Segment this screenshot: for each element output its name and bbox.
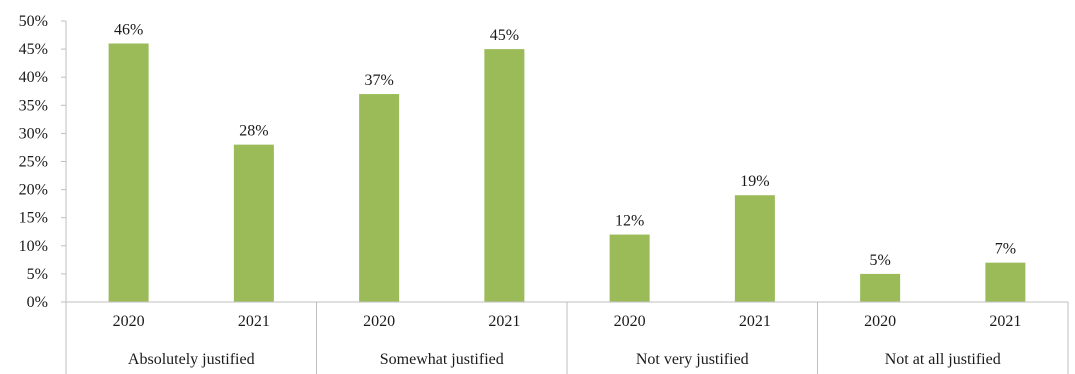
y-tick-label: 5% [27, 266, 48, 283]
bar [860, 273, 901, 302]
bar-value-label: 28% [239, 123, 268, 140]
data-labels: 46% 28% 37% 45% 12% 19% 5% 7% [114, 21, 1016, 268]
y-tick-label: 35% [19, 97, 48, 114]
y-tick-label: 45% [19, 41, 48, 58]
y-tick-label: 30% [19, 125, 48, 142]
bar [233, 144, 274, 302]
y-tick-label: 15% [19, 210, 48, 227]
y-tick-label: 25% [19, 154, 48, 171]
x-axis: 2020 2021 Absolutely justified 2020 2021 Some… [65, 301, 1069, 374]
bar-value-label: 19% [740, 173, 769, 190]
x-year-label: 2021 [488, 313, 520, 330]
y-tick-label: 50% [19, 13, 48, 30]
y-axis: 0% 5% 10% 15% 20% 25% 30% 35% 40% 45% 50% [19, 13, 67, 311]
bar-value-label: 46% [114, 21, 143, 38]
x-year-label: 2021 [238, 313, 270, 330]
x-year-label: 2020 [864, 313, 896, 330]
y-tick-label: 20% [19, 182, 48, 199]
x-category-label: Not at all justified [885, 351, 1001, 368]
bar-value-label: 5% [869, 252, 890, 269]
bar [609, 234, 650, 302]
x-year-label: 2020 [614, 313, 646, 330]
x-category-label: Somewhat justified [380, 351, 504, 368]
x-year-label: 2021 [739, 313, 771, 330]
x-year-label: 2020 [363, 313, 395, 330]
bar-value-label: 37% [364, 72, 393, 89]
bar-value-label: 7% [995, 241, 1016, 258]
x-category-label: Not very justified [636, 351, 749, 368]
bar-value-label: 45% [490, 27, 519, 44]
bar [985, 262, 1026, 302]
x-year-label: 2021 [989, 313, 1021, 330]
bar [359, 94, 400, 302]
x-category-label: Absolutely justified [128, 351, 255, 368]
bar [108, 43, 149, 302]
y-tick-label: 40% [19, 69, 48, 86]
bar-value-label: 12% [615, 213, 644, 230]
y-tick-label: 10% [19, 238, 48, 255]
bar [484, 49, 525, 302]
bars [108, 43, 1026, 302]
bar [734, 195, 775, 302]
x-year-label: 2020 [113, 313, 145, 330]
y-tick-label: 0% [27, 294, 48, 311]
